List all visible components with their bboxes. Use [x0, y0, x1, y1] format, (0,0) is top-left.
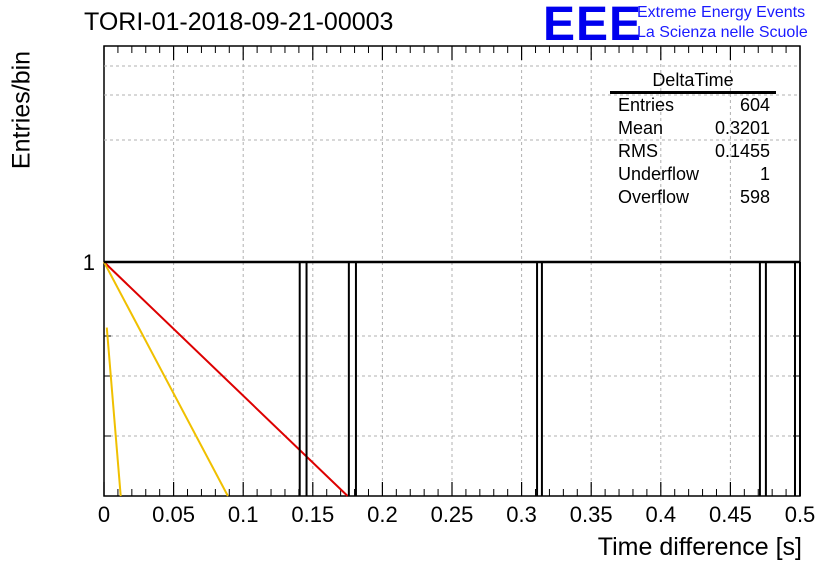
- y-tick-label: 1: [83, 250, 95, 275]
- grid-lines: [104, 46, 800, 496]
- x-tick-label: 0.25: [431, 502, 474, 527]
- y-axis-label: Entries/bin: [7, 50, 36, 170]
- x-tick-label: 0.15: [291, 502, 334, 527]
- x-tick-labels: 0 0.05 0.1 0.15 0.2 0.25 0.3 0.35 0.4 0.45 0.5: [98, 502, 815, 527]
- logo-caption-line2: La Scienza nelle Scuole: [637, 24, 808, 41]
- stats-row: Overflow 598: [610, 186, 776, 209]
- stats-label: Mean: [618, 118, 664, 138]
- fit-line: [105, 327, 122, 497]
- stats-row: RMS 0.1455: [610, 140, 776, 163]
- x-tick-label: 0.35: [570, 502, 613, 527]
- x-tick-label: 0.45: [709, 502, 752, 527]
- eee-logo: EEE: [543, 0, 643, 51]
- stats-label: Entries: [618, 95, 675, 115]
- stats-label: Overflow: [618, 187, 690, 207]
- x-tick-label: 0.1: [228, 502, 259, 527]
- stats-value: 604: [739, 95, 770, 115]
- logo-caption: Extreme Energy Events La Scienza nelle S…: [637, 3, 808, 43]
- x-tick-label: 0.5: [785, 502, 816, 527]
- stats-row: Mean 0.3201: [610, 117, 776, 140]
- x-axis-label: Time difference [s]: [597, 533, 802, 561]
- stats-row: Underflow 1: [610, 163, 776, 186]
- x-tick-label: 0.3: [506, 502, 537, 527]
- x-tick-label: 0: [98, 502, 110, 527]
- stats-title: DeltaTime: [610, 70, 776, 94]
- stats-row: Entries 604: [610, 94, 776, 117]
- x-tick-label: 0.4: [646, 502, 677, 527]
- stats-label: Underflow: [618, 164, 700, 184]
- stats-label: RMS: [618, 141, 658, 161]
- histogram-bars: [104, 260, 801, 496]
- stats-box: DeltaTime Entries 604 Mean 0.3201 RMS 0.1455 U…: [610, 70, 776, 209]
- logo-caption-line1: Extreme Energy Events: [637, 4, 806, 21]
- stats-rows: Entries 604 Mean 0.3201 RMS 0.1455 Underflow 1 O…: [610, 94, 776, 209]
- stats-value: 1: [759, 164, 770, 184]
- fit-lines: [103, 261, 349, 497]
- chart-title: TORI-01-2018-09-21-00003: [84, 8, 394, 36]
- y-tick-labels: 1: [83, 250, 95, 275]
- x-tick-label: 0.05: [152, 502, 195, 527]
- x-tick-label: 0.2: [367, 502, 398, 527]
- x-axis-ticks: [103, 46, 801, 496]
- fit-line: [103, 261, 229, 497]
- stats-value: 0.3201: [714, 118, 770, 138]
- stats-value: 0.1455: [714, 141, 770, 161]
- stats-value: 598: [739, 187, 770, 207]
- fit-line: [103, 261, 349, 497]
